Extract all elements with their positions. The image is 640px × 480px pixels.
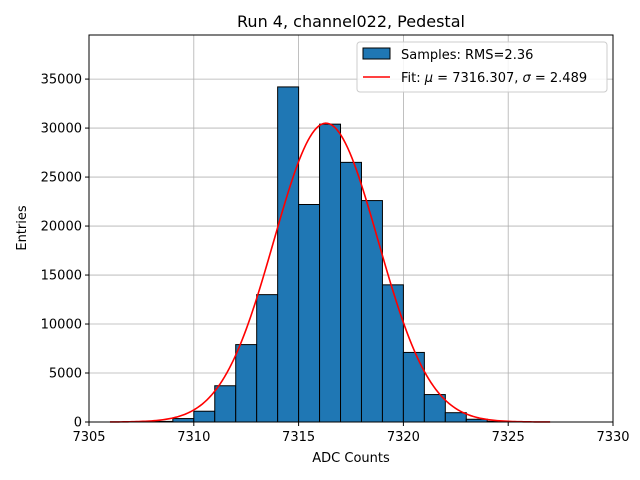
histogram-bars: [151, 86, 509, 423]
x-tick-label: 7315: [282, 430, 315, 445]
x-tick-label: 7310: [177, 430, 210, 445]
legend-fit-mu-value: = 7316.307,: [433, 71, 522, 86]
legend-label-samples: Samples: RMS=2.36: [401, 48, 533, 63]
histogram-bar: [402, 351, 425, 423]
histogram-bar: [444, 412, 467, 423]
legend-swatch-samples: [362, 47, 391, 60]
y-axis-ticks: 0 5000 10000 15000 20000 25000 30000 35000: [41, 73, 89, 431]
legend-fit-sigma: σ: [523, 71, 532, 86]
histogram-bar: [172, 418, 195, 423]
legend-label-fit: Fit: μ = 7316.307, σ = 2.489: [401, 71, 587, 86]
histogram-bar: [340, 161, 362, 423]
histogram-bar: [381, 284, 404, 423]
legend-fit-sigma-value: = 2.489: [531, 71, 587, 86]
legend-fit-mu: μ: [424, 71, 433, 86]
legend-fit-prefix: Fit:: [401, 71, 425, 86]
plot-frame: [88, 34, 614, 423]
x-axis-label: ADC Counts: [312, 451, 390, 466]
histogram-bar: [298, 203, 321, 423]
y-tick-label: 25000: [41, 171, 82, 186]
x-axis-ticks: 7305 7310 7315 7320 7325 7330: [72, 422, 630, 445]
histogram-bar: [319, 123, 342, 423]
histogram-bar: [423, 394, 446, 423]
histogram-bar: [193, 410, 216, 423]
chart-title: Run 4, channel022, Pedestal: [237, 12, 465, 31]
y-tick-label: 30000: [41, 122, 82, 137]
x-tick-label: 7325: [492, 430, 525, 445]
y-tick-label: 20000: [41, 220, 82, 235]
y-tick-label: 10000: [41, 318, 82, 333]
histogram-bar: [277, 86, 300, 423]
x-tick-label: 7320: [387, 430, 420, 445]
y-tick-label: 5000: [49, 367, 82, 382]
legend-box: [356, 41, 608, 93]
fit-curve: [109, 122, 551, 423]
histogram-bar: [256, 294, 279, 423]
legend: Samples: RMS=2.36 Fit: μ = 7316.307, σ =…: [356, 41, 608, 93]
histogram-bar: [235, 344, 258, 423]
y-tick-label: 35000: [41, 73, 82, 88]
histogram-bar: [214, 385, 237, 423]
histogram-bar: [360, 200, 383, 423]
y-tick-label: 15000: [41, 269, 82, 284]
x-tick-label: 7305: [72, 430, 105, 445]
y-tick-label: 0: [74, 416, 82, 431]
y-axis-label: Entries: [15, 205, 30, 251]
x-tick-label: 7330: [596, 430, 629, 445]
